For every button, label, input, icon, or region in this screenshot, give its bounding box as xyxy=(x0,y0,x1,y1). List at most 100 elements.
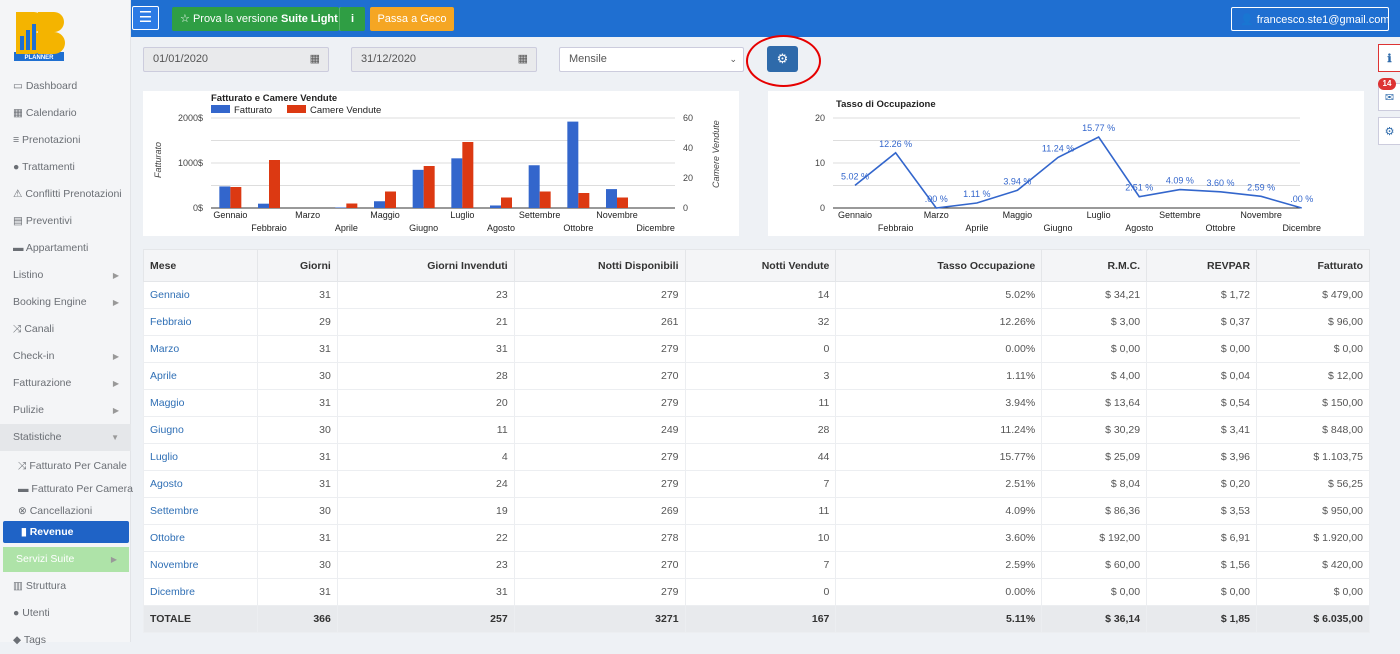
column-header[interactable]: Giorni xyxy=(256,249,338,282)
calendar-icon[interactable]: ▦ xyxy=(309,53,320,65)
chevron-down-icon: ⌄ xyxy=(729,54,737,64)
table-cell: 21 xyxy=(336,308,515,336)
sidebar-item-dashboard[interactable]: ▭ Dashboard xyxy=(0,73,131,100)
info-side-button[interactable]: ℹ xyxy=(1378,44,1400,72)
sidebar-item-label: Fatturato Per Canale xyxy=(29,460,127,472)
sidebar-item-canali[interactable]: ⤨ Canali xyxy=(0,316,131,343)
sidebar-item-label: Servizi Suite xyxy=(16,553,75,565)
x-tick-label: Febbraio xyxy=(878,223,914,233)
table-cell: 22 xyxy=(336,524,515,552)
month-link[interactable]: Settembre xyxy=(143,497,258,525)
period-select[interactable]: Mensile ⌄ xyxy=(559,47,744,72)
column-header[interactable]: REVPAR xyxy=(1146,249,1258,282)
bar-chart-icon: ▮ xyxy=(21,526,30,538)
sidebar-item-struttura[interactable]: ▥ Struttura xyxy=(0,573,131,600)
table-cell: $ 1,56 xyxy=(1146,551,1258,579)
sidebar-item-conflitti-prenotazioni[interactable]: ⚠ Conflitti Prenotazioni xyxy=(0,181,131,208)
month-link[interactable]: Dicembre xyxy=(143,578,258,606)
sidebar-item-label: Trattamenti xyxy=(22,161,75,173)
occupancy-chart-panel: Tasso di Occupazione 0 10 20 5.02 % Gennaio 12… xyxy=(768,91,1364,236)
sidebar-item-cancellazioni[interactable]: ⊗ Cancellazioni xyxy=(0,498,131,525)
trial-bold: Suite Light xyxy=(280,13,338,25)
table-row: Febbraio 29 21 261 32 12.26% $ 3,00 $ 0,37 $ 96,… xyxy=(143,308,1370,336)
chevron-right-icon: ▶ xyxy=(112,406,119,415)
column-header[interactable]: Notti Vendute xyxy=(684,249,837,282)
y2-tick-label: 0 xyxy=(683,203,688,213)
x-tick-label: Marzo xyxy=(295,210,320,220)
sidebar-item-fatturato-per-camera[interactable]: ▬ Fatturato Per Camera xyxy=(0,476,133,503)
sidebar-item-utenti[interactable]: ● Utenti xyxy=(0,600,131,627)
end-date-input[interactable]: 31/12/2020 ▦ xyxy=(351,47,537,72)
sidebar-item-label: Listino xyxy=(13,269,44,281)
column-header[interactable]: Tasso Occupazione xyxy=(835,249,1043,282)
sidebar-item-pulizie[interactable]: Pulizie ▶ xyxy=(0,397,131,424)
sidebar-item-servizi-suite[interactable]: Servizi Suite ▶ xyxy=(3,547,129,572)
logo-text: PLANNER xyxy=(24,55,54,61)
x-tick-label: Aprile xyxy=(965,223,988,233)
sidebar-item-revenue[interactable]: ▮ Revenue xyxy=(3,521,129,543)
sidebar-item-preventivi[interactable]: ▤ Preventivi xyxy=(0,208,131,235)
menu-toggle-button[interactable]: ☰ xyxy=(132,6,159,30)
table-cell: 30 xyxy=(256,551,338,579)
month-link[interactable]: Agosto xyxy=(143,470,258,498)
table-cell: 23 xyxy=(336,551,515,579)
bar-fatturato xyxy=(528,165,540,208)
month-link[interactable]: Luglio xyxy=(143,443,258,471)
table-cell: 279 xyxy=(513,443,686,471)
sidebar-item-prenotazioni[interactable]: ≡ Prenotazioni xyxy=(0,127,131,154)
table-cell: 0 xyxy=(684,578,837,606)
calendar-icon: ▦ xyxy=(13,107,26,119)
column-header[interactable]: R.M.C. xyxy=(1041,249,1148,282)
start-date-input[interactable]: 01/01/2020 ▦ xyxy=(143,47,329,72)
month-link[interactable]: Maggio xyxy=(143,389,258,417)
bed-icon: ▬ xyxy=(18,483,32,495)
month-link[interactable]: Ottobre xyxy=(143,524,258,552)
sidebar-item-trattamenti[interactable]: ● Trattamenti xyxy=(0,154,131,181)
month-link[interactable]: Marzo xyxy=(143,335,258,363)
month-link[interactable]: Aprile xyxy=(143,362,258,390)
envelope-icon: ✉ xyxy=(1384,92,1395,104)
table-cell: 31 xyxy=(256,470,338,498)
user-icon: ● xyxy=(13,607,23,619)
user-account-button[interactable]: 👤 francesco.ste1@gmail.com xyxy=(1231,7,1390,31)
gears-icon: ⚙ xyxy=(1384,126,1395,138)
x-tick-label: Novembre xyxy=(596,210,638,220)
trial-suite-light-button[interactable]: ☆ Prova la versione Suite Light xyxy=(172,7,339,31)
sidebar-item-appartamenti[interactable]: ▬ Appartamenti xyxy=(0,235,131,262)
sidebar-item-booking-engine[interactable]: Booking Engine ▶ xyxy=(0,289,131,316)
column-header[interactable]: Fatturato xyxy=(1256,249,1370,282)
data-label: 5.02 % xyxy=(841,171,869,181)
month-link[interactable]: Gennaio xyxy=(143,281,258,309)
bb-planner-logo[interactable]: PLANNER xyxy=(10,8,68,70)
info-icon: i xyxy=(350,13,355,25)
month-link[interactable]: Febbraio xyxy=(143,308,258,336)
column-header[interactable]: Notti Disponibili xyxy=(513,249,686,282)
sidebar-item-statistiche[interactable]: Statistiche ▼ xyxy=(0,424,131,451)
table-cell: 31 xyxy=(336,335,515,363)
chevron-right-icon: ▶ xyxy=(112,271,119,280)
trial-info-button[interactable]: i xyxy=(339,7,365,31)
x-tick-label: Giugno xyxy=(1044,223,1073,233)
calendar-icon[interactable]: ▦ xyxy=(517,53,528,65)
table-cell: 11 xyxy=(336,416,515,444)
monitor-icon: ▭ xyxy=(13,80,26,92)
sidebar-item-calendario[interactable]: ▦ Calendario xyxy=(0,100,131,127)
column-header[interactable]: Mese xyxy=(143,249,258,282)
passa-a-geco-button[interactable]: Passa a Geco xyxy=(370,7,454,31)
table-cell: 5.02% xyxy=(835,281,1043,309)
month-link[interactable]: Giugno xyxy=(143,416,258,444)
settings-side-button[interactable]: ⚙ xyxy=(1378,117,1400,145)
month-link[interactable]: Novembre xyxy=(143,551,258,579)
sidebar-item-fatturazione[interactable]: Fatturazione ▶ xyxy=(0,370,131,397)
sidebar-item-check-in[interactable]: Check-in ▶ xyxy=(0,343,131,370)
sidebar-item-listino[interactable]: Listino ▶ xyxy=(0,262,131,289)
table-cell: $ 0,00 xyxy=(1146,578,1258,606)
column-header[interactable]: Giorni Invenduti xyxy=(336,249,515,282)
sidebar-item-tags[interactable]: ◆ Tags xyxy=(0,627,131,654)
y-tick-label: 1000$ xyxy=(178,158,203,168)
sidebar-item-fatturato-per-canale[interactable]: ⤨ Fatturato Per Canale xyxy=(0,453,131,480)
table-row: Ottobre 31 22 278 10 3.60% $ 192,00 $ 6,91 $ 1.9… xyxy=(143,524,1370,552)
bar-camere-vendute xyxy=(539,191,551,208)
table-cell: $ 30,29 xyxy=(1041,416,1148,444)
total-cell: 257 xyxy=(336,605,515,633)
